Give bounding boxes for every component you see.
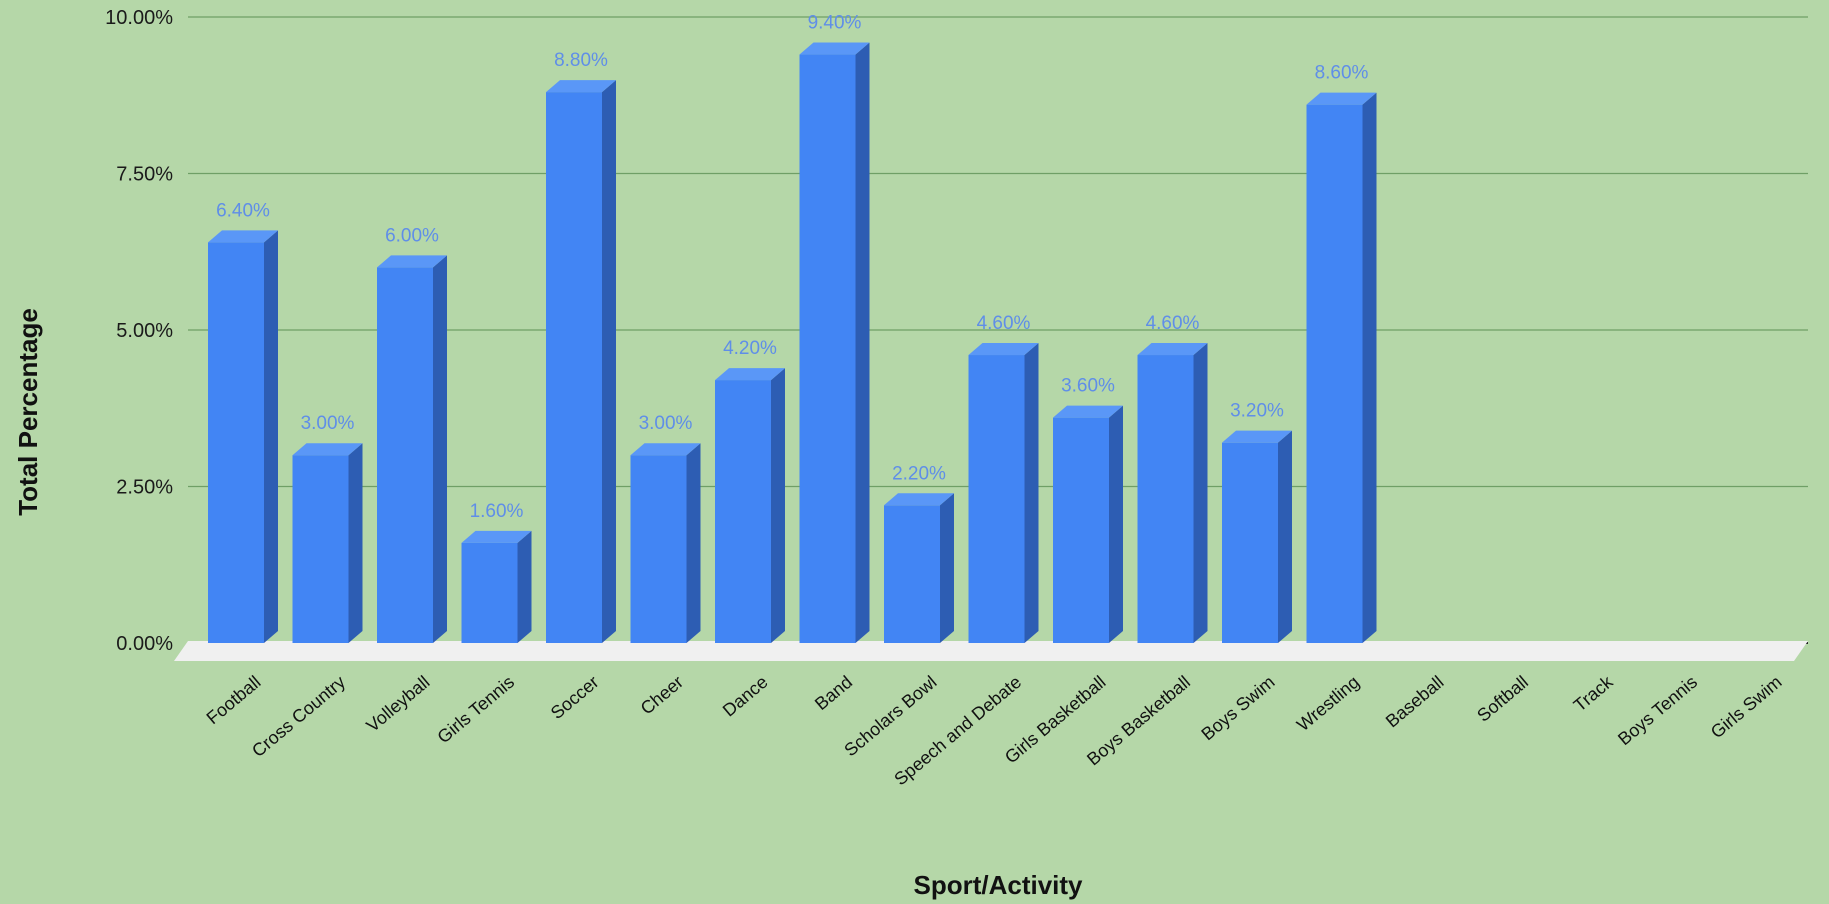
bar-top [630, 443, 701, 456]
bar-top [208, 230, 278, 243]
bar-side [1193, 343, 1208, 643]
bar-front [461, 542, 518, 643]
bar-top [1053, 405, 1123, 418]
bar [377, 255, 447, 643]
bar-top [1306, 92, 1377, 105]
bar [968, 343, 1039, 643]
bar-top [715, 368, 785, 381]
bar-front [884, 505, 940, 643]
bar-front [1137, 355, 1194, 643]
data-labels: 6.40% 3.00% 6.00% 1.60% 8.80% 3.00% 4.20% 9.40%… [216, 13, 1368, 522]
bar [208, 230, 278, 644]
bar [884, 493, 954, 643]
bar [1053, 405, 1123, 643]
bar-front [715, 380, 771, 643]
bar-front [1222, 442, 1278, 643]
y-axis-ticks: 0.00% 2.50% 5.00% 7.50% 10.00% [105, 7, 173, 655]
data-label: 8.80% [554, 50, 608, 71]
bar-top [377, 255, 447, 268]
bar-side [433, 255, 447, 643]
bar [630, 443, 701, 643]
data-label: 3.60% [1061, 376, 1115, 397]
bar-front [377, 267, 433, 643]
bar [715, 368, 785, 643]
bars [208, 42, 1377, 644]
data-label: 9.40% [808, 13, 862, 34]
bar-side [771, 368, 785, 643]
bar-top [968, 343, 1039, 356]
bar-top [292, 443, 363, 456]
bar-side [602, 80, 616, 644]
y-axis-title: Total Percentage [13, 308, 43, 516]
bar-side [1278, 430, 1292, 643]
bar-side [1109, 405, 1123, 643]
bar [292, 443, 363, 643]
bar-side [686, 443, 701, 643]
bar [1306, 92, 1377, 643]
bar-front [1053, 417, 1109, 643]
data-label: 1.60% [470, 501, 524, 522]
data-label: 6.00% [385, 225, 439, 246]
bar-side [1362, 92, 1377, 643]
bar [546, 80, 616, 644]
data-label: 4.60% [1146, 313, 1200, 334]
data-label: 3.20% [1230, 401, 1284, 422]
bar-top [1137, 343, 1208, 356]
bar-front [630, 455, 687, 643]
data-label: 8.60% [1315, 63, 1369, 84]
bar [799, 42, 870, 644]
data-label: 6.40% [216, 200, 270, 221]
y-tick-label: 7.50% [116, 164, 173, 186]
data-label: 4.20% [723, 338, 777, 359]
y-tick-label: 0.00% [116, 633, 173, 655]
bar-top [1222, 430, 1292, 443]
bar-side [855, 42, 870, 644]
bar-side [940, 493, 954, 643]
bar-side [1024, 343, 1039, 643]
bar-front [968, 355, 1025, 643]
bar-front [546, 92, 602, 644]
bar [1137, 343, 1208, 643]
y-tick-label: 10.00% [105, 7, 173, 29]
bar-side [348, 443, 363, 643]
y-tick-label: 5.00% [116, 320, 173, 342]
data-label: 2.20% [892, 463, 946, 484]
bar-top [546, 80, 616, 93]
bar-front [799, 54, 856, 644]
y-tick-label: 2.50% [116, 477, 173, 499]
bar-top [884, 493, 954, 506]
chart-floor [174, 641, 1808, 661]
bar-top [799, 42, 870, 55]
bar-front [1306, 104, 1363, 643]
bar [1222, 430, 1292, 643]
data-label: 4.60% [977, 313, 1031, 334]
data-label: 3.00% [301, 413, 355, 434]
bar-side [517, 530, 532, 643]
bar-front [208, 242, 264, 644]
bar-front [292, 455, 349, 643]
x-axis-title: Sport/Activity [913, 870, 1083, 900]
bar-side [264, 230, 278, 644]
bar-top [461, 530, 532, 543]
data-label: 3.00% [639, 413, 693, 434]
bar [461, 530, 532, 643]
